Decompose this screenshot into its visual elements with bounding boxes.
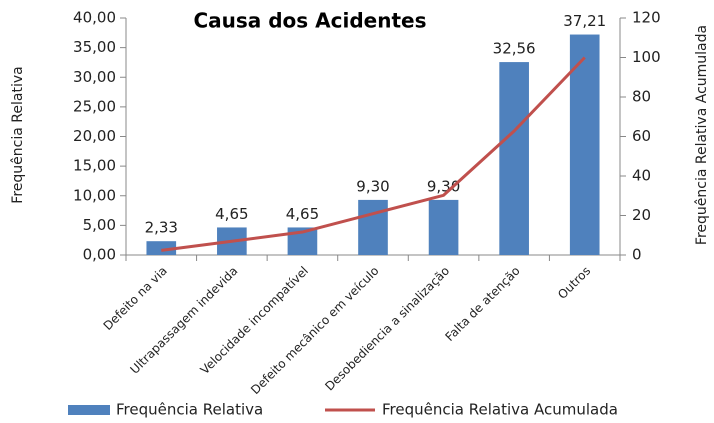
data-label: 4,65 (215, 205, 248, 223)
y2-tick-label: 0 (632, 246, 642, 264)
data-label: 2,33 (145, 219, 178, 237)
bar (358, 199, 388, 255)
x-tick-label: Outros (555, 264, 593, 302)
x-tick-label: Desobediencia a sinalização (322, 264, 452, 394)
y-tick-label: 30,00 (73, 68, 116, 86)
bar (569, 34, 600, 256)
x-tick-label: Defeito na via (101, 264, 170, 333)
line (161, 56, 586, 252)
bar (499, 62, 529, 255)
y2-tick-label: 40 (632, 167, 651, 185)
y-tick-label: 5,00 (83, 216, 116, 234)
y2-tick-label: 80 (632, 88, 651, 106)
data-label: 9,30 (356, 177, 389, 195)
x-tick-label: Falta de atenção (442, 264, 522, 344)
y-axis-label: Frequência Relativa (10, 66, 26, 203)
y-tick-label: 25,00 (73, 97, 116, 115)
y-tick-label: 15,00 (73, 157, 116, 175)
bar (146, 241, 177, 255)
legend-label: Frequência Relativa Acumulada (382, 401, 618, 419)
y-tick-label: 20,00 (73, 127, 116, 145)
bar (428, 199, 459, 255)
data-label: 4,65 (286, 205, 319, 223)
data-label: 32,56 (493, 40, 536, 58)
data-label: 9,30 (427, 177, 460, 195)
y-tick-label: 0,00 (83, 246, 116, 264)
y2-tick-label: 60 (632, 127, 651, 145)
legend-swatch (68, 405, 110, 415)
y2-axis-label: Frequência Relativa Acumulada (694, 25, 710, 245)
y2-tick-label: 20 (632, 206, 651, 224)
y-tick-label: 10,00 (73, 186, 116, 204)
y2-tick-label: 120 (632, 9, 661, 27)
x-tick-label: Defeito mecânico em veículo (248, 264, 381, 397)
chart-title: Causa dos Acidentes (193, 9, 426, 33)
y2-tick-label: 100 (632, 48, 661, 66)
legend-label: Frequência Relativa (116, 401, 263, 419)
data-label: 37,21 (563, 12, 606, 30)
y-tick-label: 35,00 (73, 38, 116, 56)
y-tick-label: 40,00 (73, 9, 116, 27)
